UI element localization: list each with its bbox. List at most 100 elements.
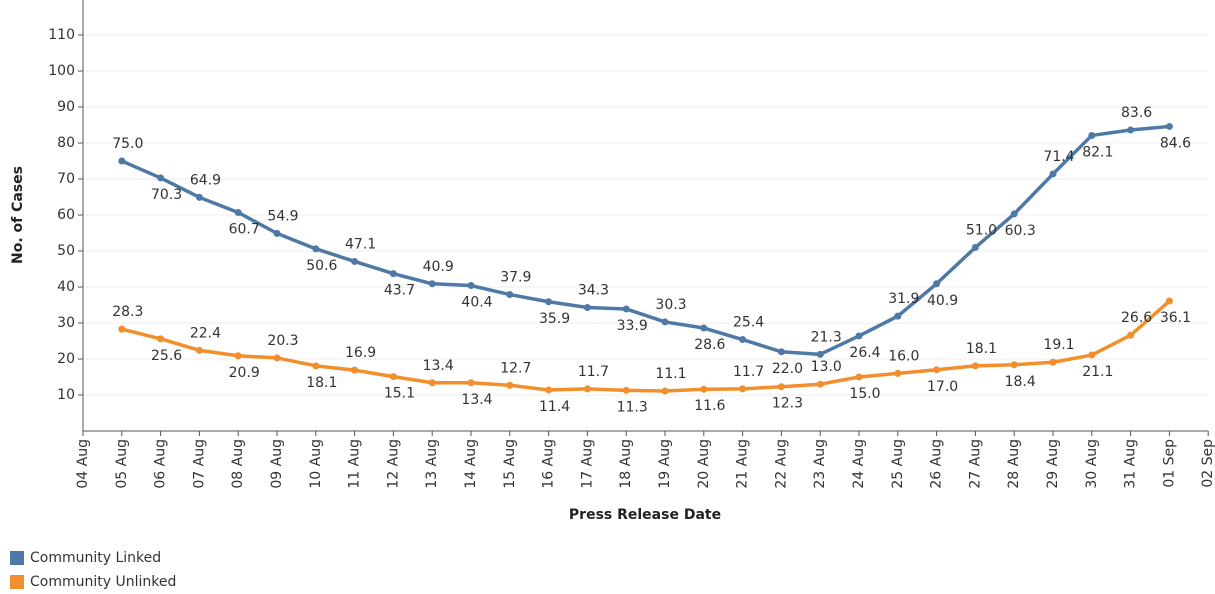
x-tick-label: 13 Aug xyxy=(424,439,440,489)
x-tick-label: 14 Aug xyxy=(463,439,479,489)
data-label: 11.6 xyxy=(694,398,725,414)
x-tick-label: 10 Aug xyxy=(308,439,324,489)
data-label: 26.6 xyxy=(1121,310,1152,326)
x-tick-label: 05 Aug xyxy=(114,439,130,489)
x-tick-label: 25 Aug xyxy=(890,439,906,489)
data-point xyxy=(312,245,320,253)
data-label: 40.9 xyxy=(423,259,454,275)
x-tick-label: 28 Aug xyxy=(1006,439,1022,489)
y-tick-label: 70 xyxy=(57,171,75,187)
data-label: 12.7 xyxy=(500,360,531,376)
legend-label: Community Linked xyxy=(30,550,161,566)
x-tick-label: 24 Aug xyxy=(851,439,867,489)
data-point xyxy=(855,373,863,381)
data-point xyxy=(855,332,863,340)
data-point xyxy=(971,243,979,251)
data-label: 11.4 xyxy=(539,399,570,415)
y-tick-label: 100 xyxy=(48,63,75,79)
data-point xyxy=(1127,126,1135,134)
y-tick-label: 40 xyxy=(57,279,75,295)
data-point xyxy=(467,379,475,387)
x-tick-label: 01 Sep xyxy=(1161,439,1177,488)
data-point xyxy=(583,304,591,312)
data-label: 22.4 xyxy=(190,325,221,341)
data-point xyxy=(971,362,979,370)
data-label: 34.3 xyxy=(578,283,609,299)
data-point xyxy=(545,386,553,394)
data-label: 28.6 xyxy=(694,337,725,353)
x-tick-label: 02 Sep xyxy=(1200,439,1215,488)
x-tick-label: 22 Aug xyxy=(773,439,789,489)
data-point xyxy=(700,385,708,393)
data-label: 13.4 xyxy=(423,358,454,374)
data-point xyxy=(157,174,165,182)
data-point xyxy=(428,280,436,288)
data-label: 25.4 xyxy=(733,315,764,331)
data-label: 11.1 xyxy=(655,366,686,382)
data-label: 20.9 xyxy=(229,365,260,381)
data-point xyxy=(195,346,203,354)
data-label: 19.1 xyxy=(1043,337,1074,353)
data-label: 35.9 xyxy=(539,311,570,327)
data-point xyxy=(312,362,320,370)
y-tick-label: 50 xyxy=(57,243,75,259)
data-point xyxy=(622,386,630,394)
data-label: 60.7 xyxy=(229,221,260,237)
data-point xyxy=(545,298,553,306)
data-point xyxy=(195,193,203,201)
data-label: 11.3 xyxy=(617,399,648,415)
data-label: 75.0 xyxy=(112,136,143,152)
data-label: 31.9 xyxy=(888,291,919,307)
data-point xyxy=(1010,361,1018,369)
legend-swatch xyxy=(10,551,24,565)
y-tick-label: 10 xyxy=(57,387,75,403)
data-point xyxy=(583,385,591,393)
x-tick-label: 15 Aug xyxy=(502,439,518,489)
data-label: 11.7 xyxy=(733,364,764,380)
x-tick-label: 08 Aug xyxy=(230,439,246,489)
y-axis-title: No. of Cases xyxy=(10,166,26,264)
data-label: 11.7 xyxy=(578,364,609,380)
x-tick-label: 23 Aug xyxy=(812,439,828,489)
data-point xyxy=(506,291,514,299)
x-tick-label: 07 Aug xyxy=(191,439,207,489)
y-tick-label: 60 xyxy=(57,207,75,223)
data-point xyxy=(933,366,941,374)
data-point xyxy=(389,373,397,381)
data-point xyxy=(506,381,514,389)
x-tick-label: 30 Aug xyxy=(1084,439,1100,489)
data-label: 36.1 xyxy=(1160,310,1191,326)
data-point xyxy=(1165,122,1173,130)
data-point xyxy=(1127,331,1135,339)
data-point xyxy=(1049,170,1057,178)
series-line xyxy=(121,124,1170,357)
data-label: 13.0 xyxy=(811,359,842,375)
x-tick-label: 04 Aug xyxy=(75,439,91,489)
x-tick-label: 17 Aug xyxy=(579,439,595,489)
data-label: 70.3 xyxy=(151,187,182,203)
data-label: 26.4 xyxy=(849,345,880,361)
data-point xyxy=(739,385,747,393)
data-label: 18.4 xyxy=(1005,374,1036,390)
data-label: 51.0 xyxy=(966,222,997,238)
x-tick-label: 06 Aug xyxy=(153,439,169,489)
data-point xyxy=(273,229,281,237)
data-point xyxy=(700,324,708,332)
data-label: 40.9 xyxy=(927,293,958,309)
data-point xyxy=(273,354,281,362)
legend-swatch xyxy=(10,575,24,589)
data-point xyxy=(118,325,126,333)
data-label: 16.0 xyxy=(888,348,919,364)
data-label: 15.1 xyxy=(384,386,415,402)
data-point xyxy=(777,348,785,356)
data-label: 18.1 xyxy=(966,341,997,357)
data-point xyxy=(351,366,359,374)
data-label: 16.9 xyxy=(345,345,376,361)
data-label: 33.9 xyxy=(617,318,648,334)
data-label: 18.1 xyxy=(306,375,337,391)
x-tick-label: 12 Aug xyxy=(385,439,401,489)
x-axis-title: Press Release Date xyxy=(569,507,721,523)
y-tick-label: 110 xyxy=(48,27,75,43)
data-label: 21.3 xyxy=(811,329,842,345)
